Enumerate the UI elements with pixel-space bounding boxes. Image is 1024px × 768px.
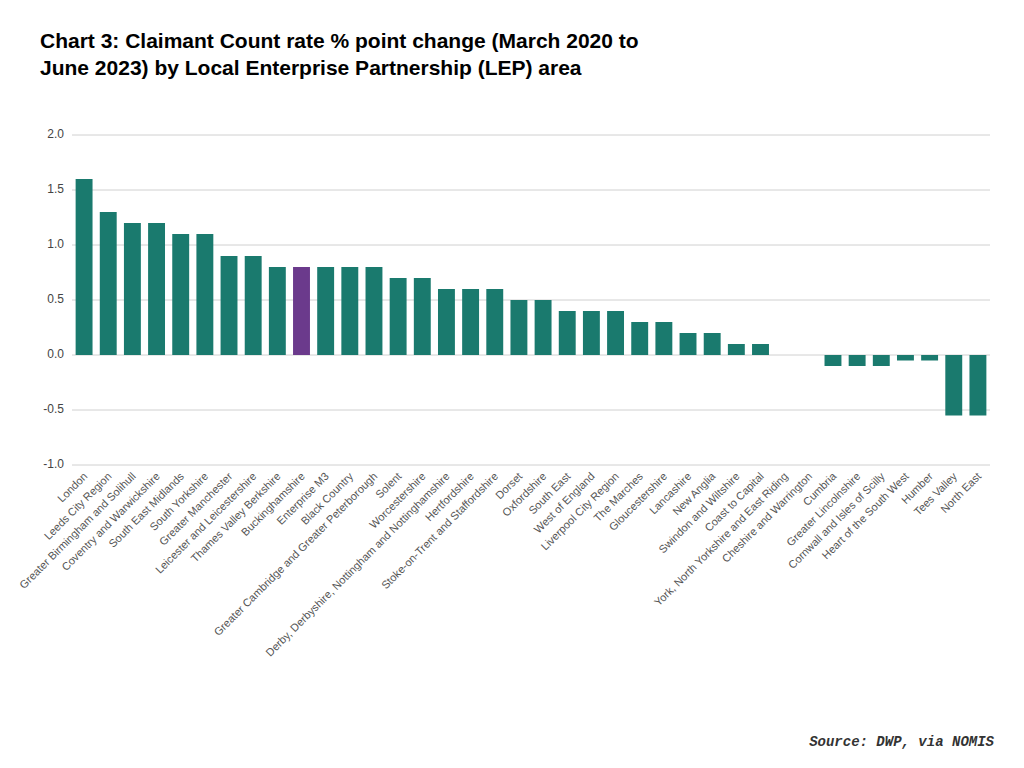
bar: [124, 223, 141, 355]
bar: [100, 212, 117, 355]
bar: [897, 355, 914, 361]
y-tick-label: -1.0: [43, 457, 64, 471]
bar: [849, 355, 866, 366]
x-axis: LondonLeeds City RegionGreater Birmingha…: [17, 469, 983, 658]
bar: [873, 355, 890, 366]
bar: [583, 311, 600, 355]
y-tick-label: 2.0: [47, 127, 64, 141]
bar: [510, 300, 527, 355]
bar: [76, 179, 93, 355]
x-tick-label: Stoke-on-Trent and Staffordshire: [379, 470, 500, 591]
bar: [293, 267, 310, 355]
x-tick-label: Thames Valley Berkshire: [188, 470, 282, 564]
bar: [221, 256, 238, 355]
grid-line: [72, 135, 990, 136]
bar: [438, 289, 455, 355]
bar: [607, 311, 624, 355]
bar: [704, 333, 721, 355]
bar: [559, 311, 576, 355]
bar: [655, 322, 672, 355]
x-tick-label: Coventry and Warwickshire: [59, 470, 162, 573]
x-tick-label: Leicester and Leicestershire: [153, 470, 259, 576]
bar: [317, 267, 334, 355]
x-tick-label: Derby, Derbyshire, Nottingham and Nottin…: [263, 470, 452, 659]
title: Chart 3: Claimant Count rate % point cha…: [40, 29, 639, 79]
x-tick-label: Greater Cambridge and Greater Peterborou…: [211, 470, 379, 638]
bar: [196, 234, 213, 355]
grid-line: [72, 190, 990, 191]
grid: [72, 135, 990, 465]
x-tick-label: North East: [938, 470, 983, 515]
bar: [945, 355, 962, 416]
bar: [680, 333, 697, 355]
bar: [269, 267, 286, 355]
grid-line: [72, 410, 990, 411]
y-tick-label: -0.5: [43, 402, 64, 416]
y-tick-label: 0.5: [47, 292, 64, 306]
x-tick-label: Cornwall and Isles of Scilly: [786, 470, 887, 571]
bar: [800, 355, 817, 356]
bar: [414, 278, 431, 355]
chart: Chart 3: Claimant Count rate % point cha…: [0, 0, 1024, 768]
bar: [486, 289, 503, 355]
bar: [172, 234, 189, 355]
y-tick-label: 0.0: [47, 347, 64, 361]
bar: [728, 344, 745, 355]
bar: [462, 289, 479, 355]
bar: [148, 223, 165, 355]
bars: [76, 179, 987, 416]
x-tick-label: York, North Yorkshire and East Riding: [652, 470, 790, 608]
bar: [921, 355, 938, 361]
bar: [631, 322, 648, 355]
y-axis: -1.0 -0.5 0.0 0.5 1.0 1.5 2.0: [43, 127, 64, 471]
bar: [535, 300, 552, 355]
bar: [776, 355, 793, 356]
bar: [366, 267, 383, 355]
source: Source: DWP, via NOMIS: [809, 734, 994, 750]
bar: [341, 267, 358, 355]
bar: [245, 256, 262, 355]
x-tick-label: Heart of the South West: [820, 470, 911, 561]
grid-line: [72, 465, 990, 466]
bar: [752, 344, 769, 355]
bar: [969, 355, 986, 416]
y-tick-label: 1.0: [47, 237, 64, 251]
y-tick-label: 1.5: [47, 182, 64, 196]
bar: [825, 355, 842, 366]
bar: [390, 278, 407, 355]
